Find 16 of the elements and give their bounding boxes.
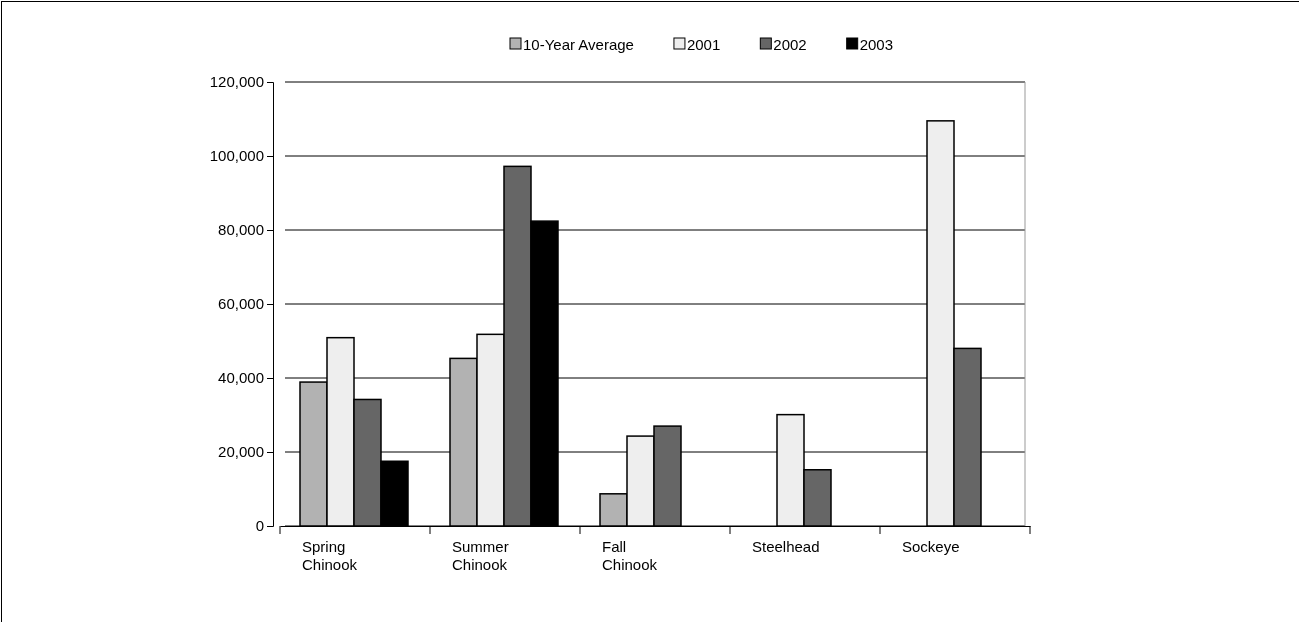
legend-label: 10-Year Average: [523, 36, 634, 53]
y-tick-label: 100,000: [209, 147, 264, 165]
x-tick-label: Spring Chinook: [302, 537, 358, 574]
x-tick-label: Summer Chinook: [452, 537, 509, 574]
y-tick-label: 120,000: [209, 73, 264, 91]
x-tick-label: Steelhead: [752, 537, 820, 555]
legend-label: 2001: [686, 36, 721, 53]
x-tick-label: Fall Chinook: [602, 537, 658, 574]
y-tick-label: 60,000: [218, 295, 264, 313]
y-tick-label: 80,000: [218, 221, 264, 239]
y-tick-label: 0: [255, 517, 264, 535]
legend-label: 2002: [773, 36, 807, 53]
legend-label: 2003: [859, 36, 894, 53]
y-tick-label: 40,000: [218, 369, 264, 387]
x-tick-label: Sockeye: [902, 537, 960, 555]
y-tick-label: 20,000: [218, 443, 264, 461]
